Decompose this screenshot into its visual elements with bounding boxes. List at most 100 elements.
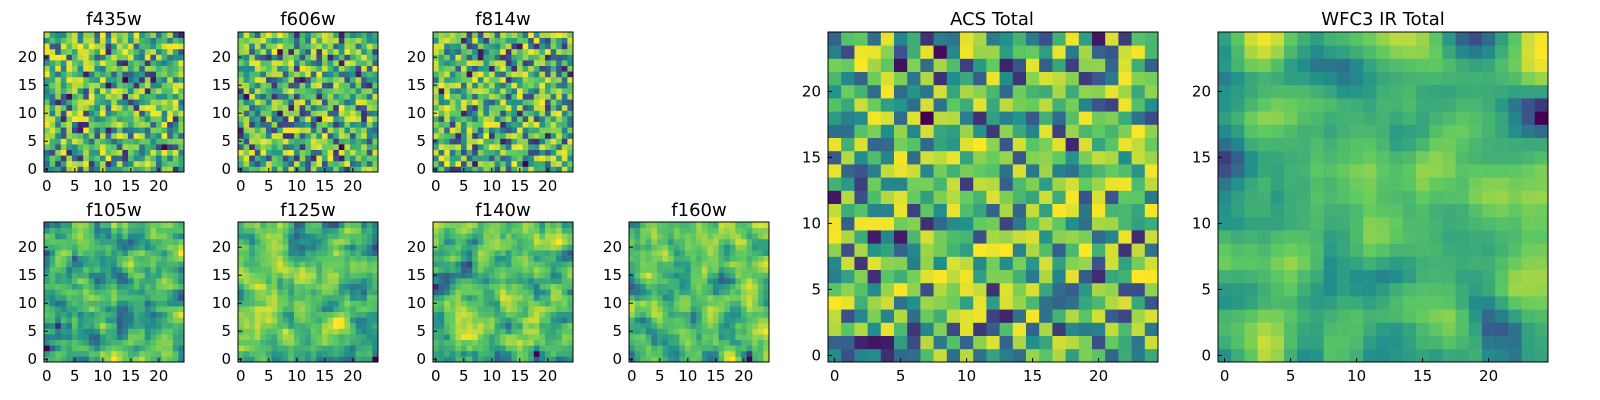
heatmap-cell [105, 322, 112, 329]
heatmap-cell [735, 266, 742, 273]
heatmap-cell [77, 54, 84, 61]
heatmap-cell [150, 76, 157, 83]
heatmap-cell [528, 149, 535, 156]
heatmap-cell [282, 233, 289, 240]
heatmap-cell [128, 317, 134, 324]
heatmap-cell [254, 238, 261, 245]
heatmap-cell [494, 278, 501, 284]
heatmap-cell [243, 261, 250, 268]
heatmap-cell [973, 216, 987, 231]
heatmap-cell [266, 71, 272, 78]
heatmap-cell [828, 124, 842, 138]
heatmap-cell [713, 300, 719, 307]
heatmap-cell [294, 227, 300, 234]
heatmap-cell [144, 127, 151, 134]
heatmap-cell [1144, 137, 1159, 152]
heatmap-cell [461, 127, 467, 134]
heatmap-cell [746, 322, 753, 329]
heatmap-cell [88, 144, 95, 150]
heatmap-cell [449, 32, 456, 38]
heatmap-cell [167, 334, 174, 340]
heatmap-cell [522, 272, 529, 279]
heatmap-cell [55, 244, 62, 251]
heatmap-cell [1118, 296, 1132, 310]
heatmap-cell [100, 266, 106, 273]
heatmap-cell [327, 104, 334, 111]
heatmap-cell [539, 294, 546, 301]
heatmap-cell [333, 43, 340, 50]
heatmap-cell [640, 311, 647, 318]
heatmap-cell [561, 54, 568, 61]
heatmap-cell [933, 124, 948, 138]
heatmap-cell [511, 283, 518, 290]
heatmap-cell [327, 238, 334, 245]
heatmap-cell [372, 121, 379, 128]
heatmap-cell [539, 65, 546, 72]
panel-title: f814w [475, 9, 530, 30]
heatmap-cell [83, 43, 90, 50]
heatmap-cell [696, 238, 703, 245]
heatmap-cell [561, 278, 568, 284]
heatmap-cell [539, 227, 546, 234]
heatmap-cell [724, 345, 731, 352]
heatmap-cell [133, 76, 140, 83]
heatmap-cell [455, 121, 462, 128]
heatmap-cell [561, 356, 568, 363]
heatmap-cell [466, 37, 473, 44]
heatmap-cell [100, 350, 106, 357]
heatmap-cell [735, 311, 742, 318]
heatmap-cell [707, 294, 714, 301]
heatmap-cell [1131, 348, 1146, 363]
heatmap-cell [567, 356, 574, 363]
heatmap-cell [511, 339, 518, 346]
heatmap-cell [500, 71, 507, 78]
heatmap-cell [139, 238, 146, 245]
heatmap-cell [556, 144, 563, 150]
heatmap-cell [444, 244, 451, 251]
heatmap-cell [372, 278, 379, 284]
heatmap-cell [66, 116, 73, 122]
heatmap-cell [355, 155, 362, 162]
heatmap-cell [763, 255, 770, 262]
heatmap-cell [735, 238, 742, 245]
heatmap-cell [254, 356, 261, 363]
heatmap-cell [466, 334, 473, 340]
heatmap-cell [438, 32, 445, 38]
heatmap-cell [854, 296, 868, 310]
heatmap-cell [1012, 150, 1027, 165]
heatmap-cell [122, 110, 129, 117]
heatmap-cell [960, 243, 974, 257]
heatmap-cell [483, 345, 490, 352]
heatmap-cell [841, 190, 855, 204]
heatmap-cell [100, 48, 106, 55]
heatmap-cell [299, 93, 306, 100]
heatmap-cell [282, 116, 289, 122]
heatmap-cell [271, 289, 278, 296]
heatmap-cell [294, 345, 300, 352]
heatmap-cell [640, 233, 647, 240]
heatmap-cell [55, 71, 62, 78]
heatmap-cell [100, 244, 106, 251]
heatmap-cell [500, 350, 507, 357]
heatmap-cell [545, 121, 551, 128]
heatmap-cell [338, 306, 345, 312]
heatmap-cell [550, 65, 557, 72]
heatmap-cell [533, 250, 540, 256]
heatmap-cell [522, 149, 529, 156]
heatmap-cell [668, 294, 675, 301]
heatmap-cell [920, 322, 934, 336]
heatmap-cell [511, 37, 518, 44]
heatmap-cell [466, 166, 473, 173]
heatmap-cell [494, 88, 501, 94]
heatmap-cell [528, 43, 535, 50]
heatmap-cell [333, 132, 340, 139]
heatmap-cell [322, 54, 328, 61]
heatmap-cell [718, 289, 725, 296]
heatmap-cell [344, 93, 351, 100]
heatmap-cell [243, 283, 250, 290]
heatmap-cell [60, 350, 67, 357]
heatmap-cell [713, 289, 719, 296]
heatmap-cell [466, 272, 473, 279]
heatmap-cell [156, 339, 162, 346]
heatmap-cell [254, 88, 261, 94]
